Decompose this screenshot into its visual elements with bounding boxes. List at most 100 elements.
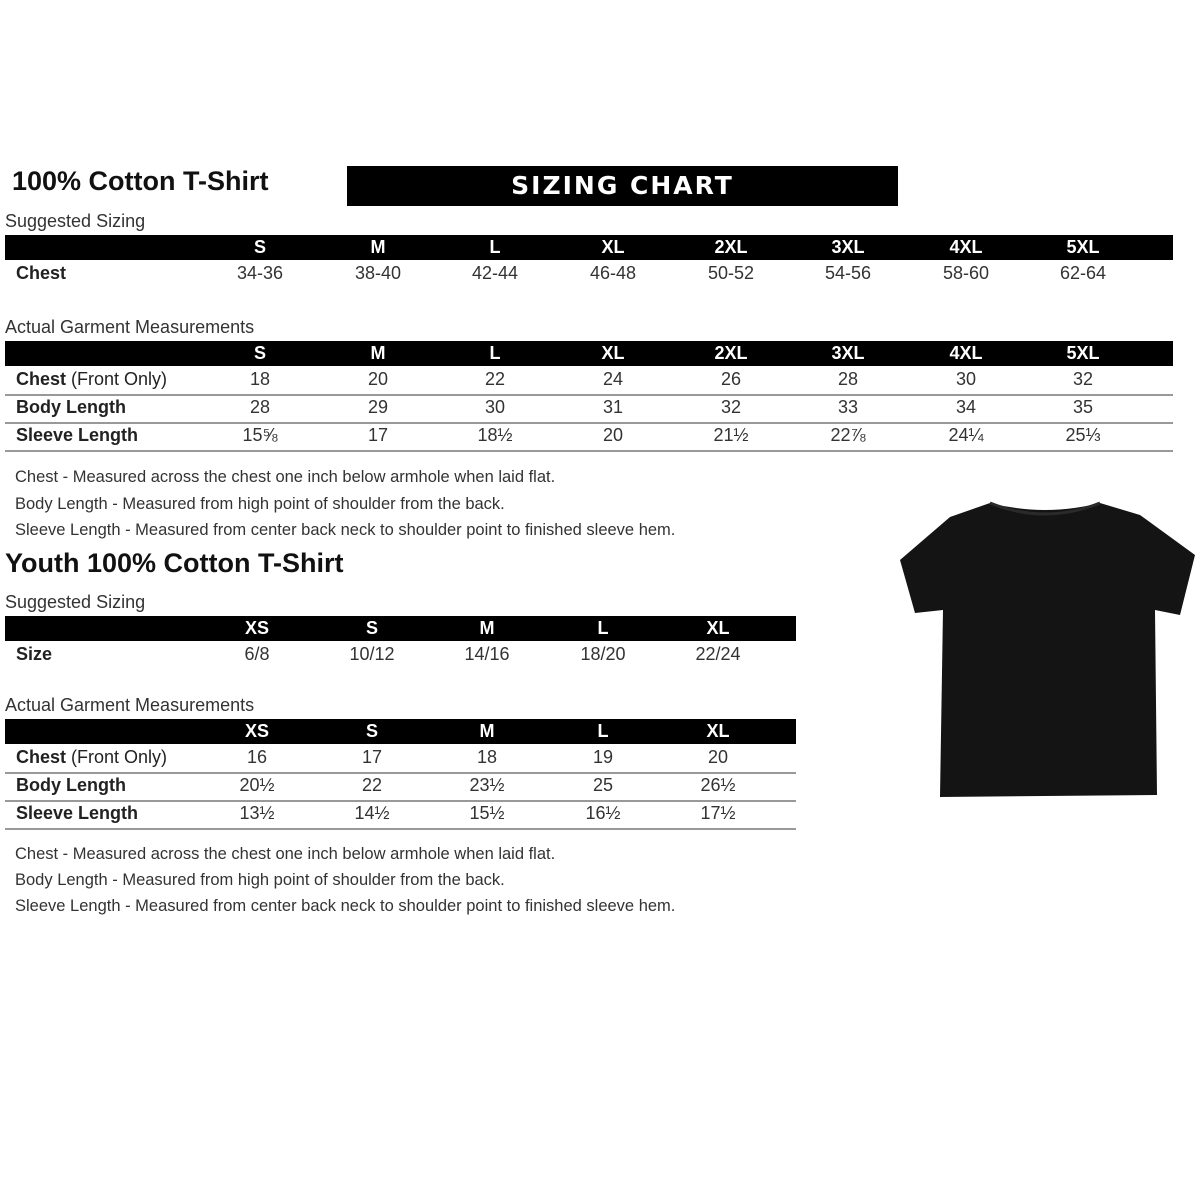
table-cell: 20 [367, 369, 389, 389]
youth-suggested-label: Suggested Sizing [5, 592, 146, 612]
table-row: Body Length 20½ 22 23½ 25 26½ [5, 772, 796, 802]
size-header-l: L [489, 343, 501, 363]
table-cell: 28 [249, 397, 271, 417]
size-header-m: M [370, 237, 386, 257]
table-cell: 35 [1072, 397, 1094, 417]
table-cell: 17½ [700, 803, 736, 823]
table-cell: 22⅞ [830, 425, 866, 445]
row-label: Body Length [16, 397, 126, 418]
row-label: Chest (Front Only) [16, 369, 167, 390]
size-header-m: M [479, 721, 495, 741]
adult-note-chest: Chest - Measured across the chest one in… [15, 468, 556, 486]
table-cell: 34 [955, 397, 977, 417]
size-header-xl: XL [706, 721, 730, 741]
table-cell: 14½ [354, 803, 390, 823]
youth-note-chest: Chest - Measured across the chest one in… [15, 845, 556, 863]
adult-title: 100% Cotton T-Shirt [12, 166, 269, 196]
table-cell: 17 [367, 425, 389, 445]
table-cell: 28 [837, 369, 859, 389]
size-header-xl: XL [601, 237, 625, 257]
size-header-xl: XL [601, 343, 625, 363]
table-cell: 20 [707, 747, 729, 767]
size-header-s: S [365, 618, 379, 638]
table-cell: 25⅓ [1065, 425, 1101, 445]
table-cell: 17 [361, 747, 383, 767]
table-cell: 21½ [713, 425, 749, 445]
table-cell: 31 [602, 397, 624, 417]
table-cell: 62-64 [1059, 263, 1107, 283]
row-label-main: Chest [16, 747, 67, 767]
youth-note-sleeve: Sleeve Length - Measured from center bac… [15, 897, 676, 915]
table-cell: 22 [484, 369, 506, 389]
table-cell: 24¼ [948, 425, 984, 445]
size-header-xs: XS [244, 618, 270, 638]
table-cell: 38-40 [354, 263, 402, 283]
table-cell: 16½ [585, 803, 621, 823]
table-row: Body Length 28 29 30 31 32 33 34 35 [5, 394, 1173, 424]
row-label: Chest [16, 263, 66, 284]
table-row: Chest (Front Only) 16 17 18 19 20 [5, 744, 796, 774]
table-cell: 15⅝ [242, 425, 278, 445]
size-header-l: L [489, 237, 501, 257]
size-header-xs: XS [244, 721, 270, 741]
table-cell: 34-36 [236, 263, 284, 283]
size-header-3xl: 3XL [831, 237, 865, 257]
table-row: Chest 34-36 38-40 42-44 46-48 50-52 54-56 58-60… [5, 260, 1173, 288]
size-header-4xl: 4XL [949, 343, 983, 363]
table-cell: 50-52 [707, 263, 755, 283]
youth-actual-header: XS S M L XL [5, 719, 796, 744]
row-label: Sleeve Length [16, 803, 138, 824]
table-cell: 33 [837, 397, 859, 417]
table-cell: 30 [484, 397, 506, 417]
table-cell: 29 [367, 397, 389, 417]
row-label-suffix: (Front Only) [66, 747, 168, 767]
size-header-2xl: 2XL [714, 343, 748, 363]
table-cell: 10/12 [349, 644, 395, 664]
size-header-xl: XL [706, 618, 730, 638]
table-cell: 25 [592, 775, 614, 795]
table-row: Chest (Front Only) 18 20 22 24 26 28 30 32 [5, 366, 1173, 396]
youth-title: Youth 100% Cotton T-Shirt [5, 548, 344, 578]
size-header-s: S [253, 237, 267, 257]
row-label-main: Body Length [16, 775, 126, 795]
row-label: Sleeve Length [16, 425, 138, 446]
row-label-main: Sleeve Length [16, 425, 139, 445]
youth-note-body: Body Length - Measured from high point o… [15, 871, 505, 889]
adult-actual-header: S M L XL 2XL 3XL 4XL 5XL [5, 341, 1173, 366]
row-label-main: Chest [16, 369, 67, 389]
table-cell: 26½ [700, 775, 736, 795]
row-label-main: Sleeve Length [16, 803, 139, 823]
size-header-s: S [253, 343, 267, 363]
size-header-5xl: 5XL [1066, 237, 1100, 257]
table-cell: 20 [602, 425, 624, 445]
sizing-chart-banner: SIZING CHART [347, 166, 898, 206]
table-cell: 13½ [239, 803, 275, 823]
table-cell: 18 [476, 747, 498, 767]
table-cell: 15½ [469, 803, 505, 823]
table-row: Size 6/8 10/12 14/16 18/20 22/24 [5, 641, 796, 669]
table-cell: 18½ [477, 425, 513, 445]
size-header-m: M [479, 618, 495, 638]
size-header-5xl: 5XL [1066, 343, 1100, 363]
table-cell: 20½ [239, 775, 275, 795]
table-cell: 58-60 [942, 263, 990, 283]
table-cell: 6/8 [244, 644, 270, 664]
table-row: Sleeve Length 15⅝ 17 18½ 20 21½ 22⅞ 24¼ 25⅓ [5, 422, 1173, 452]
table-cell: 54-56 [824, 263, 872, 283]
table-cell: 32 [1072, 369, 1094, 389]
table-cell: 16 [246, 747, 268, 767]
adult-suggested-header: S M L XL 2XL 3XL 4XL 5XL [5, 235, 1173, 260]
table-row: Sleeve Length 13½ 14½ 15½ 16½ 17½ [5, 800, 796, 830]
table-cell: 24 [602, 369, 624, 389]
row-label-suffix: (Front Only) [66, 369, 168, 389]
adult-note-sleeve: Sleeve Length - Measured from center bac… [15, 521, 676, 539]
table-cell: 22 [361, 775, 383, 795]
table-cell: 26 [720, 369, 742, 389]
table-cell: 22/24 [695, 644, 741, 664]
table-cell: 42-44 [471, 263, 519, 283]
size-header-4xl: 4XL [949, 237, 983, 257]
size-header-m: M [370, 343, 386, 363]
row-label-main: Body Length [16, 397, 126, 417]
row-label-main: Size [16, 644, 53, 664]
